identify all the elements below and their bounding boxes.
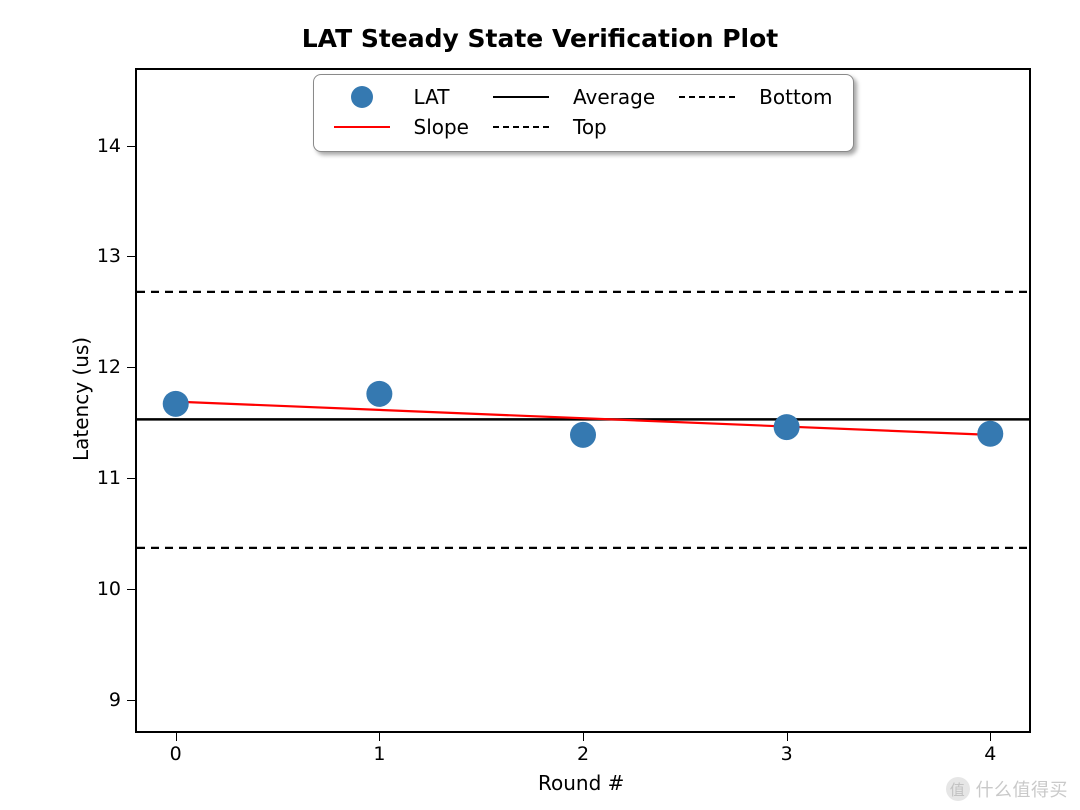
y-axis-label: Latency (us) bbox=[69, 336, 93, 460]
y-tick-label: 13 bbox=[87, 245, 121, 267]
y-tick-mark bbox=[127, 700, 135, 701]
legend-line-top bbox=[493, 115, 549, 139]
y-tick-label: 14 bbox=[87, 135, 121, 157]
y-tick-label: 10 bbox=[87, 578, 121, 600]
legend-label-average: Average bbox=[573, 85, 655, 109]
data-point bbox=[774, 414, 800, 440]
watermark: 值 什么值得买 bbox=[946, 776, 1069, 802]
watermark-icon: 值 bbox=[946, 777, 970, 801]
data-point bbox=[570, 422, 596, 448]
chart-title: LAT Steady State Verification Plot bbox=[0, 24, 1080, 53]
watermark-text: 什么值得买 bbox=[976, 776, 1069, 802]
y-tick-label: 12 bbox=[87, 356, 121, 378]
x-tick-label: 3 bbox=[781, 743, 793, 765]
data-point bbox=[366, 381, 392, 407]
y-tick-mark bbox=[127, 367, 135, 368]
x-tick-label: 1 bbox=[373, 743, 385, 765]
y-tick-mark bbox=[127, 256, 135, 257]
x-tick-mark bbox=[990, 733, 991, 741]
x-axis-label: Round # bbox=[538, 771, 624, 795]
legend: LAT Average Bottom Slope Top bbox=[313, 74, 854, 152]
y-tick-label: 9 bbox=[87, 689, 121, 711]
x-tick-mark bbox=[787, 733, 788, 741]
legend-label-bottom: Bottom bbox=[759, 85, 832, 109]
legend-marker-lat bbox=[334, 85, 390, 109]
y-tick-mark bbox=[127, 146, 135, 147]
x-tick-mark bbox=[379, 733, 380, 741]
x-tick-mark bbox=[176, 733, 177, 741]
y-tick-label: 11 bbox=[87, 467, 121, 489]
legend-label-top: Top bbox=[573, 115, 655, 139]
y-tick-mark bbox=[127, 478, 135, 479]
legend-label-slope: Slope bbox=[414, 115, 470, 139]
y-tick-mark bbox=[127, 589, 135, 590]
x-tick-mark bbox=[583, 733, 584, 741]
plot-svg bbox=[135, 68, 1031, 733]
x-tick-label: 2 bbox=[577, 743, 589, 765]
legend-label-lat: LAT bbox=[414, 85, 470, 109]
x-tick-label: 4 bbox=[984, 743, 996, 765]
data-point bbox=[163, 391, 189, 417]
legend-line-bottom bbox=[679, 85, 735, 109]
legend-line-average bbox=[493, 85, 549, 109]
legend-line-slope bbox=[334, 115, 390, 139]
x-tick-label: 0 bbox=[170, 743, 182, 765]
data-point bbox=[977, 421, 1003, 447]
